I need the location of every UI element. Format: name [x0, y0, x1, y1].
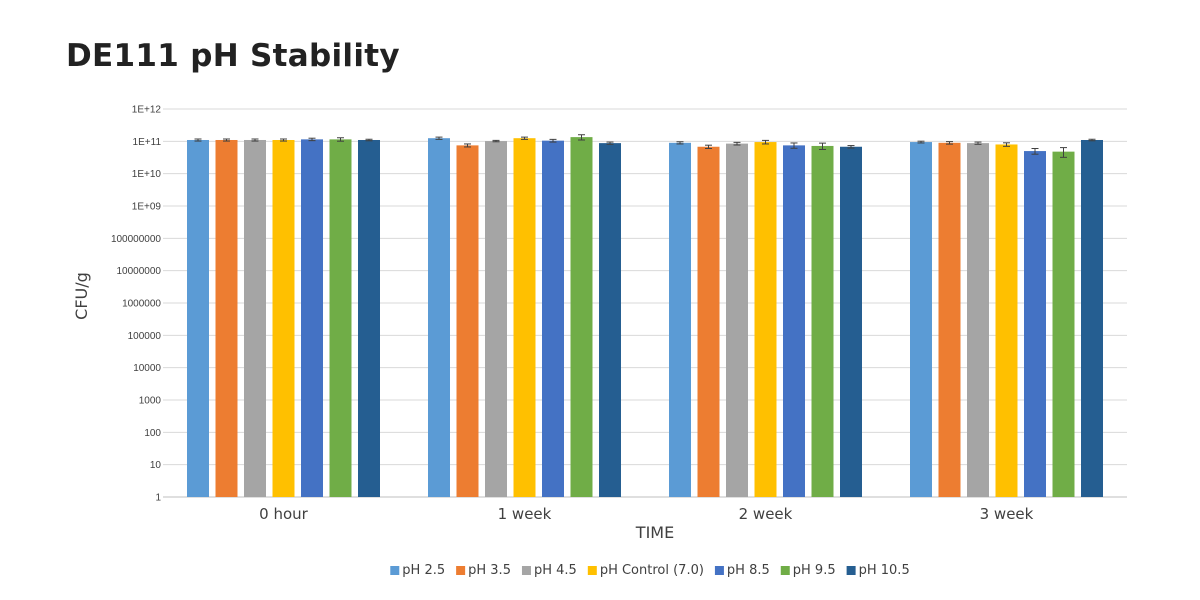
legend-swatch — [714, 566, 724, 575]
legend: pH 2.5 pH 3.5 pH 4.5 pH Control (7.0) pH 8.5… — [390, 563, 910, 578]
y-tick-label: 1 — [155, 493, 161, 504]
bar — [811, 145, 834, 498]
legend-item: pH 4.5 — [521, 563, 577, 578]
y-tick-label: 1E+09 — [132, 202, 162, 213]
bars — [187, 137, 1103, 498]
bar — [726, 143, 748, 497]
legend-swatch — [587, 566, 597, 575]
y-tick-label: 1E+12 — [132, 105, 162, 116]
y-tick-label: 10 — [150, 460, 162, 471]
bar — [1024, 151, 1046, 497]
y-tick-label: 1E+11 — [133, 137, 162, 148]
bar — [938, 142, 961, 498]
bar — [358, 139, 380, 497]
gridlines — [163, 108, 1127, 498]
y-axis-title: CFU/g — [72, 272, 91, 320]
bar — [754, 142, 777, 498]
y-tick-label: 1E+10 — [132, 169, 162, 180]
y-tick-label: 10000 — [133, 363, 161, 374]
legend-item: pH 3.5 — [456, 563, 511, 578]
bar — [456, 145, 479, 497]
legend-swatch — [846, 566, 856, 575]
legend-swatch — [521, 566, 531, 575]
bar — [187, 139, 209, 497]
bar — [485, 141, 507, 497]
x-category-label: 2 week — [739, 505, 793, 523]
bar — [697, 146, 720, 497]
x-category-label: 0 hour — [259, 505, 309, 523]
legend-label: pH Control (7.0) — [600, 563, 704, 578]
bar — [513, 138, 536, 498]
bar — [967, 143, 989, 497]
bar — [272, 139, 295, 497]
bar — [428, 138, 450, 498]
legend-item: pH Control (7.0) — [587, 563, 704, 578]
bar — [542, 140, 564, 498]
legend-label: pH 9.5 — [793, 563, 836, 578]
legend-label: pH 8.5 — [727, 563, 770, 578]
x-category-label: 1 week — [498, 505, 552, 523]
bar — [301, 139, 323, 497]
bar — [599, 143, 621, 497]
y-tick-label: 1000 — [139, 396, 162, 407]
chart-title: DE111 pH Stability — [66, 38, 400, 74]
bar — [1081, 139, 1103, 497]
legend-swatch — [456, 566, 466, 575]
x-axis-category-labels: 0 hour 1 week 2 week 3 week — [259, 505, 1034, 523]
bar — [995, 144, 1018, 498]
y-axis-tick-labels: 1 10 100 1000 10000 100000 1000000 10000000 1000… — [111, 105, 162, 504]
bar — [244, 139, 266, 497]
y-tick-label: 1000000 — [122, 299, 161, 310]
y-tick-label: 100 — [144, 428, 161, 439]
bar — [910, 142, 932, 498]
y-tick-label: 10000000 — [117, 266, 162, 277]
legend-label: pH 3.5 — [468, 563, 511, 578]
bar — [669, 142, 691, 498]
bar — [329, 139, 352, 497]
bar — [840, 146, 862, 497]
legend-item: pH 8.5 — [714, 563, 770, 578]
legend-item: pH 2.5 — [390, 563, 445, 578]
x-category-label: 3 week — [980, 505, 1034, 523]
bar — [1052, 151, 1075, 497]
bar — [570, 137, 593, 497]
legend-item: pH 10.5 — [846, 563, 910, 578]
error-bars — [194, 134, 1096, 158]
y-tick-label: 100000000 — [111, 234, 161, 245]
legend-label: pH 10.5 — [859, 563, 910, 578]
x-axis-title: TIME — [635, 523, 674, 542]
legend-label: pH 4.5 — [534, 563, 577, 578]
bar — [783, 145, 805, 497]
legend-swatch — [390, 566, 400, 575]
legend-item: pH 9.5 — [780, 563, 836, 578]
bar — [215, 139, 238, 497]
legend-label: pH 2.5 — [402, 563, 445, 578]
legend-swatch — [780, 566, 790, 575]
y-tick-label: 100000 — [128, 331, 162, 342]
